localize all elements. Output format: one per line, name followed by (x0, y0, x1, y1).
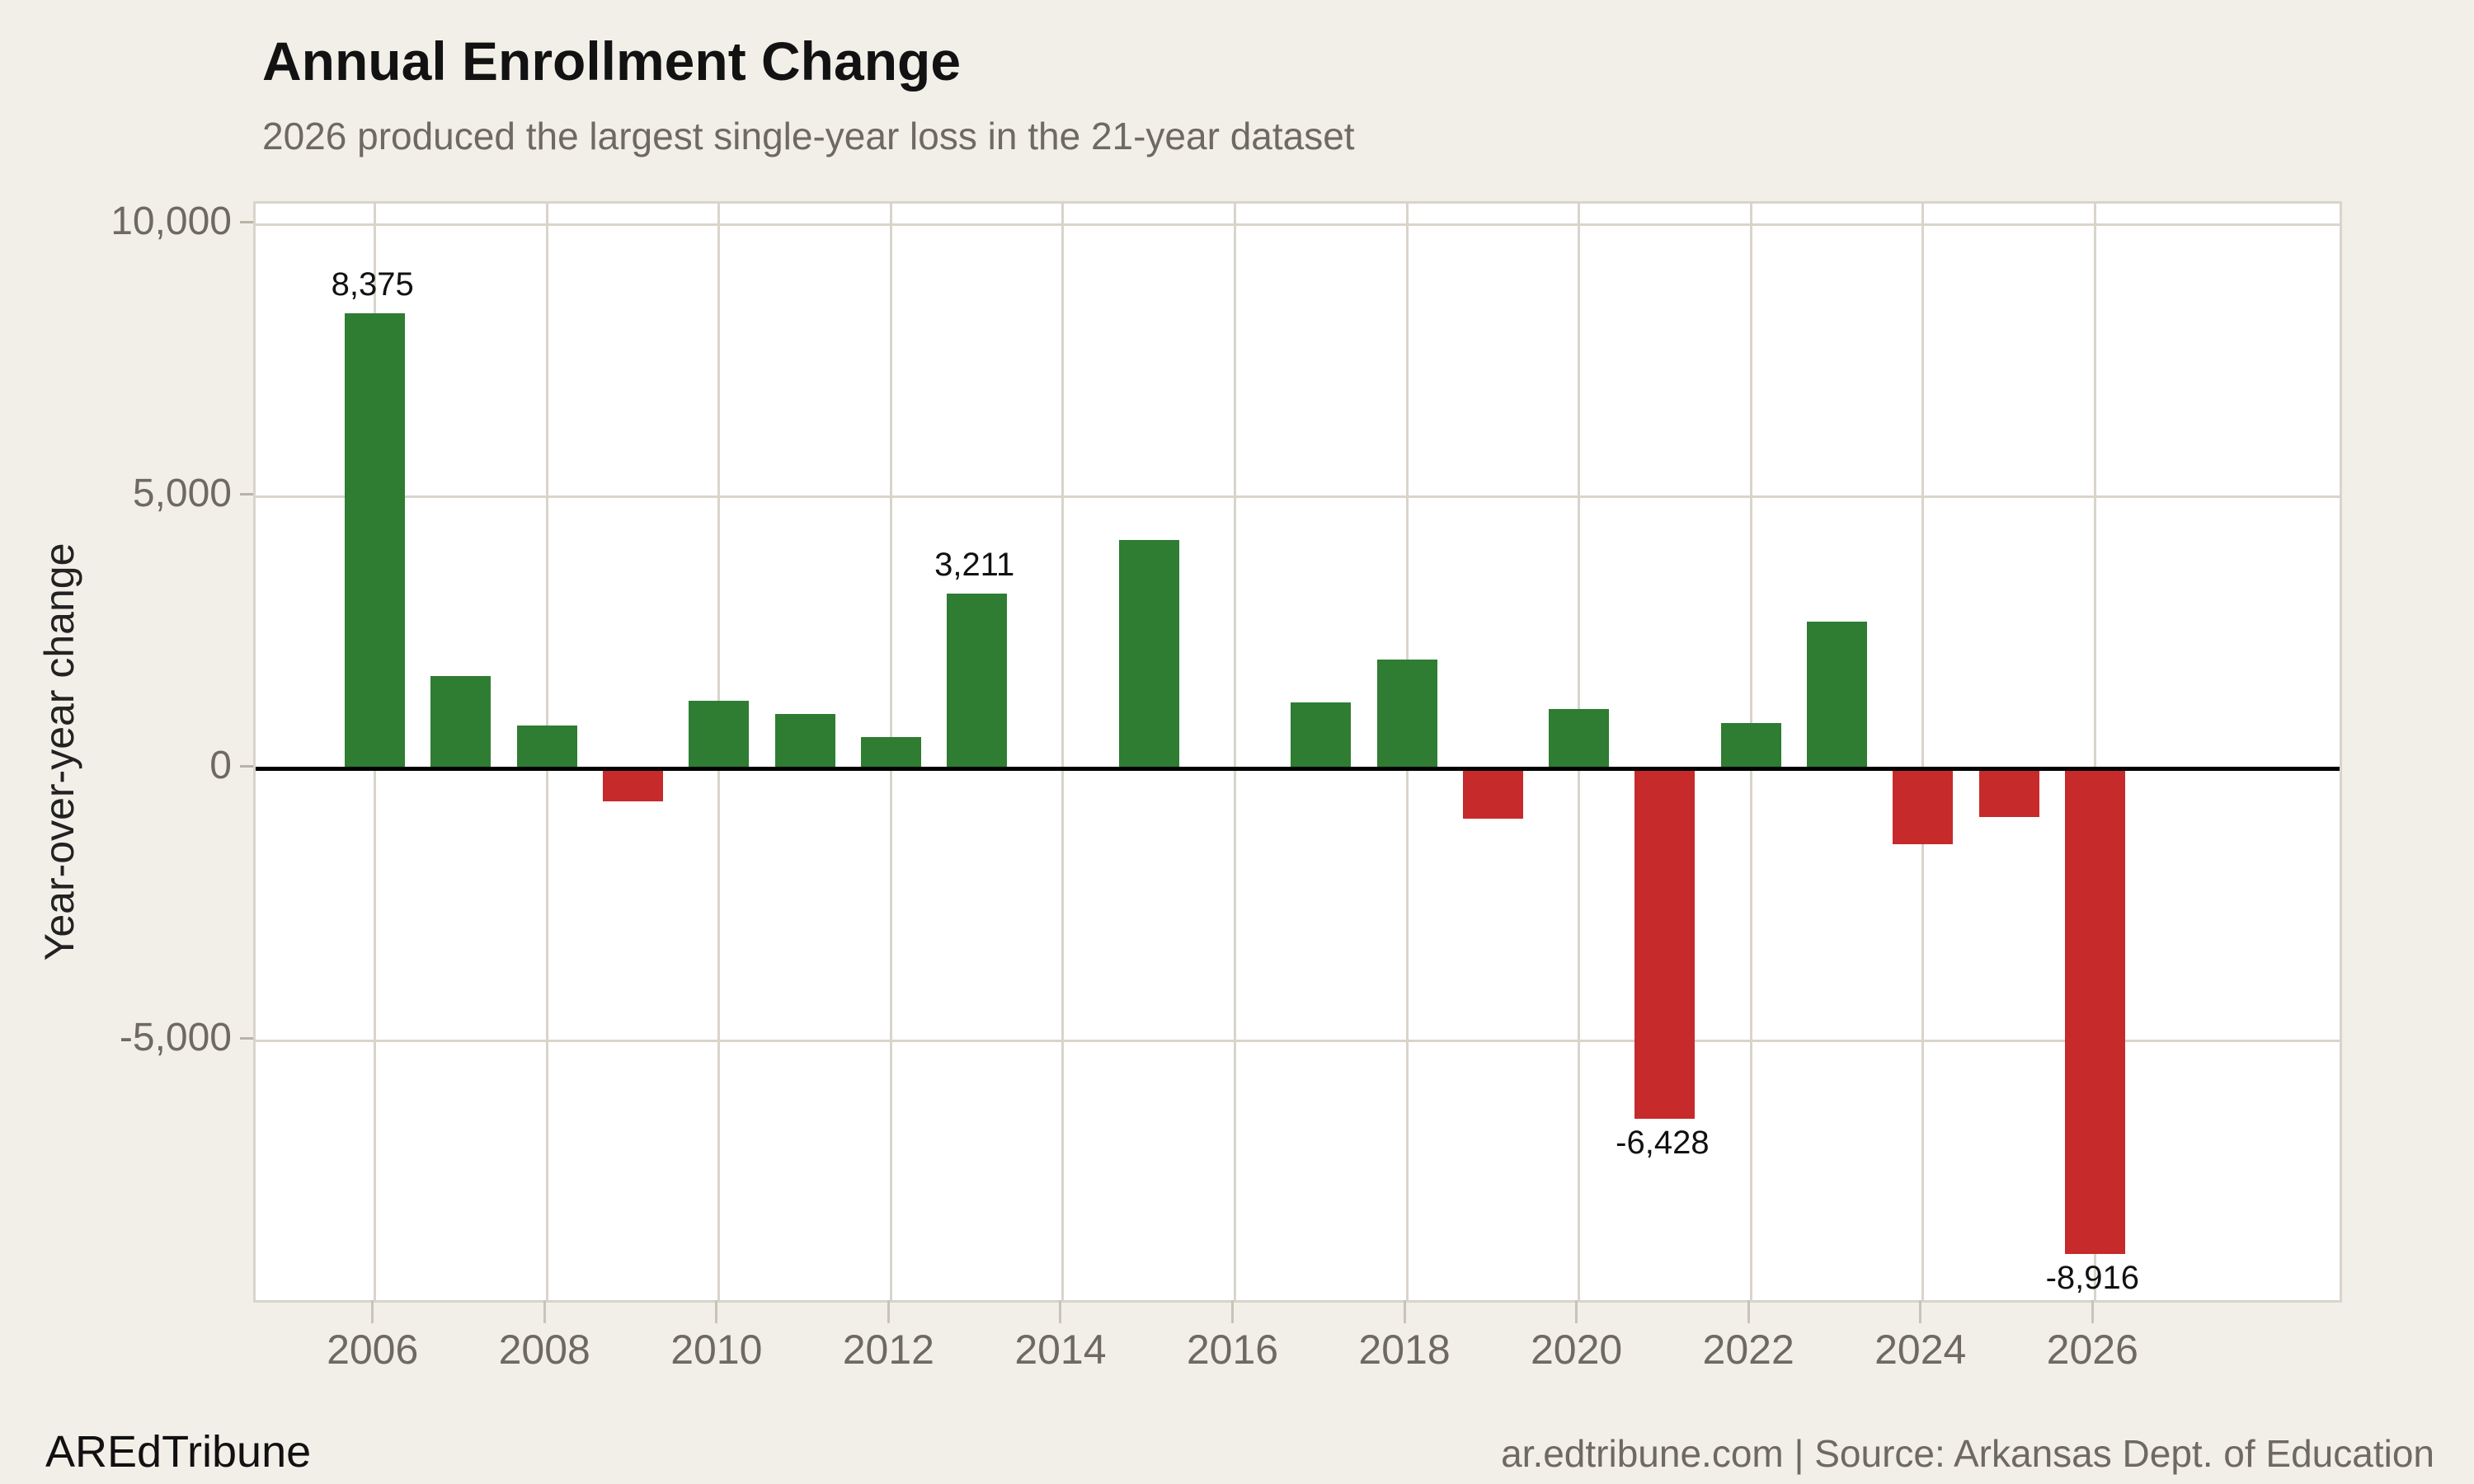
x-tick-label-2006: 2006 (327, 1327, 419, 1373)
y-tick-mark-0 (240, 764, 253, 768)
x-tick-label-2010: 2010 (670, 1327, 763, 1373)
bar-2006 (345, 312, 406, 769)
bar-2012 (860, 737, 921, 769)
bar-2019 (1462, 768, 1523, 819)
x-tick-mark-2024 (1919, 1300, 1922, 1323)
bar-2022 (1720, 722, 1781, 769)
y-gridline-5000 (256, 495, 2340, 498)
x-tick-label-2016: 2016 (1186, 1327, 1279, 1373)
x-tick-mark-2022 (1747, 1300, 1750, 1323)
bar-2020 (1549, 708, 1610, 769)
bar-2008 (516, 725, 577, 769)
x-gridline-2014 (1061, 204, 1065, 1300)
footer-attribution: ar.edtribune.com | Source: Arkansas Dept… (1501, 1432, 2434, 1475)
x-tick-label-2026: 2026 (2046, 1327, 2138, 1373)
chart-panel (253, 201, 2342, 1303)
y-tick-label-10000: 10,000 (111, 200, 232, 244)
x-tick-mark-2012 (887, 1300, 890, 1323)
bar-2009 (603, 768, 664, 801)
x-tick-mark-2016 (1231, 1300, 1234, 1323)
chart-title: Annual Enrollment Change (262, 31, 962, 92)
x-tick-label-2020: 2020 (1530, 1327, 1623, 1373)
bar-2023 (1806, 622, 1867, 769)
bar-2010 (689, 700, 750, 769)
x-tick-mark-2014 (1059, 1300, 1062, 1323)
x-gridline-2016 (1234, 204, 1236, 1300)
x-tick-label-2014: 2014 (1014, 1327, 1107, 1373)
y-tick-mark--5000 (240, 1036, 253, 1040)
bar-2025 (1978, 768, 2039, 818)
x-tick-mark-2008 (543, 1300, 546, 1323)
bar-2011 (774, 714, 835, 769)
x-tick-mark-2026 (2091, 1300, 2094, 1323)
chart-subtitle: 2026 produced the largest single-year lo… (262, 115, 1355, 157)
y-tick-mark-5000 (240, 492, 253, 495)
bar-2018 (1376, 660, 1437, 769)
y-gridline-10000 (256, 223, 2340, 226)
x-gridline-2024 (1921, 204, 1925, 1300)
zero-baseline (256, 766, 2340, 771)
bar-label-2026: -8,916 (2045, 1259, 2139, 1296)
x-tick-label-2012: 2012 (842, 1327, 934, 1373)
y-gridline--5000 (256, 1039, 2340, 1042)
bar-2015 (1118, 540, 1179, 769)
bar-label-2021: -6,428 (1616, 1124, 1710, 1161)
x-tick-label-2008: 2008 (498, 1327, 590, 1373)
x-tick-mark-2020 (1575, 1300, 1578, 1323)
x-tick-mark-2006 (371, 1300, 374, 1323)
bar-2024 (1893, 768, 1954, 845)
x-tick-label-2018: 2018 (1358, 1327, 1451, 1373)
y-tick-label-5000: 5,000 (132, 472, 232, 516)
bar-label-2013: 3,211 (934, 547, 1015, 584)
y-tick-mark-10000 (240, 220, 253, 223)
x-tick-label-2024: 2024 (1874, 1327, 1967, 1373)
x-gridline-2026 (2093, 204, 2096, 1300)
x-tick-mark-2010 (715, 1300, 718, 1323)
y-tick-label--5000: -5,000 (119, 1016, 232, 1060)
x-tick-mark-2018 (1403, 1300, 1406, 1323)
bar-2017 (1291, 702, 1352, 769)
footer-brand: AREdTribune (45, 1427, 312, 1477)
bar-2007 (430, 676, 492, 769)
bar-2021 (1634, 768, 1696, 1119)
bar-2013 (947, 594, 1008, 769)
bar-2026 (2064, 768, 2125, 1254)
x-tick-label-2022: 2022 (1702, 1327, 1794, 1373)
bar-label-2006: 8,375 (331, 265, 414, 303)
y-tick-label-0: 0 (209, 744, 232, 788)
